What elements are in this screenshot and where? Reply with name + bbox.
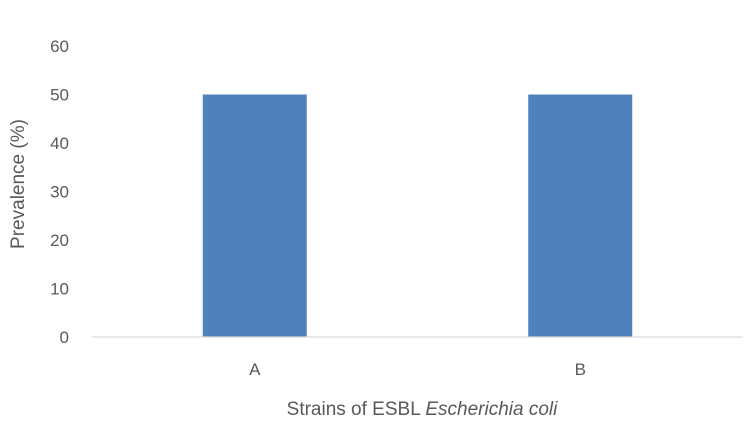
y-tick-label: 30	[50, 183, 69, 202]
x-tick-label: B	[575, 360, 586, 379]
y-tick-label: 60	[50, 37, 69, 56]
y-tick-label: 40	[50, 134, 69, 153]
y-tick-label: 20	[50, 231, 69, 250]
bar	[528, 94, 633, 337]
y-tick-label: 50	[50, 86, 69, 105]
y-axis-title: Prevalence (%)	[8, 119, 29, 249]
x-axis-title: Strains of ESBL Escherichia coli	[287, 399, 558, 420]
y-tick-label: 10	[50, 280, 69, 299]
bar	[202, 94, 307, 337]
y-axis-ticks: 0 10 20 30 40 50 60	[50, 37, 69, 347]
bars	[202, 94, 633, 337]
x-axis-title-prefix: Strains of ESBL	[287, 399, 426, 420]
x-tick-label: A	[249, 360, 261, 379]
x-axis-title-italic: Escherichia coli	[425, 399, 558, 420]
y-tick-label: 0	[60, 328, 69, 347]
